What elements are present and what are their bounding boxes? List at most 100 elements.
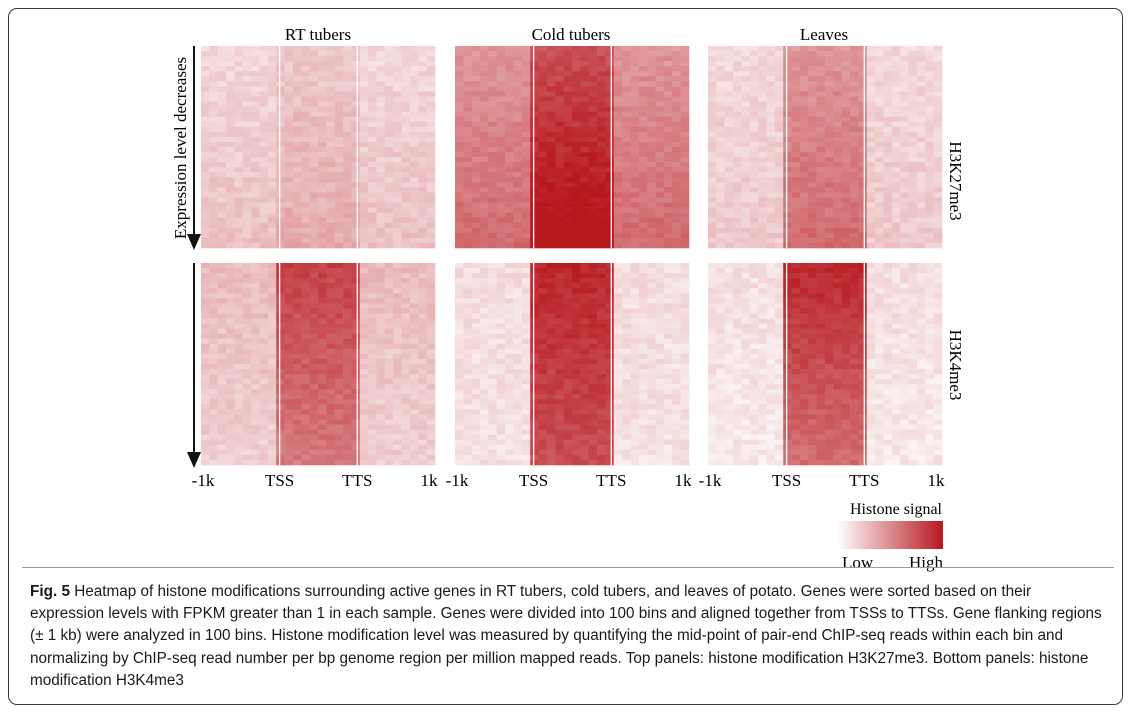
heatmap-cell (647, 126, 656, 133)
heatmap-cell (555, 51, 564, 57)
heatmap-cell (301, 439, 310, 446)
heatmap-cell (309, 136, 319, 143)
heatmap-cell (850, 237, 859, 244)
heatmap-cell (783, 172, 792, 178)
heatmap-cell (334, 308, 344, 314)
heatmap-cell (622, 328, 631, 334)
heatmap-cell (816, 121, 826, 128)
heatmap-cell (496, 273, 506, 279)
heatmap-cell (318, 237, 327, 244)
heatmap-cell (900, 136, 909, 143)
heatmap-cell (488, 343, 498, 350)
heatmap-cell (463, 232, 473, 239)
heatmap-cell (309, 71, 319, 77)
heatmap-cell (242, 177, 252, 183)
heatmap-cell (733, 136, 742, 143)
heatmap-cell (368, 293, 377, 299)
heatmap-cell (555, 328, 564, 334)
heatmap-cell (226, 66, 235, 72)
heatmap-cell (426, 202, 436, 208)
heatmap-cell (259, 51, 269, 57)
heatmap-cell (749, 202, 759, 208)
heatmap-cell (471, 212, 481, 218)
heatmap-cell (267, 303, 277, 309)
heatmap-cell (284, 429, 294, 435)
heatmap-cell (916, 141, 926, 148)
heatmap-cell (326, 141, 336, 148)
heatmap-cell (613, 283, 623, 289)
heatmap-cell (808, 86, 817, 92)
heatmap-cell (351, 96, 361, 102)
heatmap-cell (418, 116, 427, 123)
heatmap-cell (655, 86, 665, 92)
heatmap-cell (605, 333, 615, 340)
heatmap-cell (251, 136, 260, 143)
heatmap-cell (326, 394, 336, 400)
heatmap-cell (426, 434, 436, 441)
heatmap-cell (334, 197, 344, 203)
heatmap-cell (334, 434, 344, 441)
heatmap-cell (343, 379, 352, 385)
heatmap-cell (276, 116, 285, 123)
heatmap-cell (916, 232, 926, 239)
heatmap-cell (418, 182, 427, 188)
heatmap-cell (393, 449, 402, 456)
heatmap-cell (418, 343, 427, 350)
heatmap-cell (496, 227, 506, 234)
heatmap-cell (766, 51, 776, 57)
heatmap-cell (226, 263, 235, 269)
heatmap-cell (908, 111, 918, 117)
heatmap-cell (680, 192, 690, 198)
heatmap-cell (393, 404, 402, 410)
heatmap-cell (741, 187, 751, 193)
heatmap-cell (368, 308, 377, 314)
heatmap-cell (758, 111, 767, 117)
heatmap-cell (622, 338, 631, 345)
heatmap-cell (409, 434, 419, 441)
heatmap-cell (334, 131, 344, 138)
heatmap-cell (426, 318, 436, 324)
heatmap-cell (808, 237, 817, 244)
heatmap-cell (318, 192, 327, 198)
heatmap-cell (783, 131, 792, 138)
heatmap-cell (521, 343, 531, 350)
heatmap-cell (663, 66, 673, 72)
heatmap-cell (505, 116, 514, 123)
heatmap-cell (401, 227, 411, 234)
heatmap-cell (808, 81, 817, 87)
heatmap-cell (538, 242, 548, 249)
heatmap-cell (334, 429, 344, 435)
heatmap-cell (647, 308, 656, 314)
heatmap-cell (318, 379, 327, 385)
heatmap-cell (488, 116, 498, 123)
heatmap-cell (900, 237, 909, 244)
heatmap-cell (605, 136, 615, 143)
heatmap-cell (546, 152, 556, 158)
heatmap-cell (816, 232, 826, 239)
heatmap-cell (351, 131, 361, 138)
heatmap-cell (463, 96, 473, 102)
heatmap-cell (833, 56, 843, 62)
heatmap-cell (393, 293, 402, 299)
heatmap-cell (418, 404, 427, 410)
heatmap-cell (883, 182, 893, 188)
heatmap-cell (463, 192, 473, 198)
heatmap-cell (418, 399, 427, 405)
heatmap-cell (234, 86, 244, 92)
heatmap-cell (301, 394, 310, 400)
heatmap-cell (505, 182, 514, 188)
heatmap-cell (267, 429, 277, 435)
heatmap-cell (555, 71, 564, 77)
heatmap-cell (267, 76, 277, 82)
heatmap-cell (630, 111, 640, 117)
heatmap-cell (791, 111, 801, 117)
heatmap-cell (833, 237, 843, 244)
heatmap-cell (409, 157, 419, 163)
heatmap-cell (758, 86, 767, 92)
heatmap-cell (580, 66, 590, 72)
heatmap-cell (850, 167, 859, 173)
heatmap-cell (251, 444, 260, 451)
heatmap-cell (655, 263, 665, 269)
heatmap-cell (513, 343, 523, 350)
heatmap-cell (234, 343, 244, 350)
